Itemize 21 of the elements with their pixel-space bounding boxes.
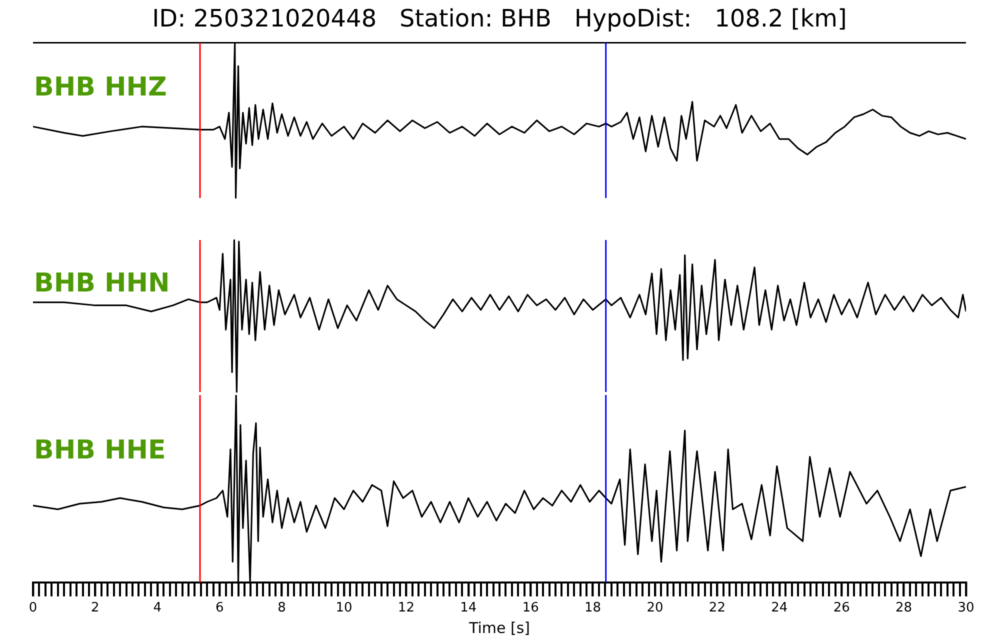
chart-title: ID: 250321020448 Station: BHB HypoDist: 108.2 [km]	[152, 4, 847, 33]
x-tick-label: 20	[646, 600, 664, 616]
x-axis-title: Time [s]	[468, 618, 530, 637]
x-tick-label: 16	[522, 600, 539, 616]
x-tick-label: 0	[28, 600, 38, 616]
series-label: BHB HHE	[34, 436, 166, 466]
x-tick-label: 30	[958, 600, 974, 616]
series-label: BHB HHN	[34, 268, 170, 299]
x-tick-label: 8	[278, 600, 286, 616]
x-tick-label: 28	[896, 600, 912, 616]
x-tick-label: 6	[215, 600, 224, 616]
series-label: BHB HHZ	[34, 72, 167, 103]
x-tick-label: 22	[708, 600, 726, 616]
x-tick-label: 12	[398, 600, 414, 616]
x-tick-label: 24	[771, 600, 788, 616]
x-tick-label: 10	[336, 600, 352, 616]
x-tick-label: 14	[460, 600, 477, 616]
x-tick-label: 26	[833, 600, 850, 616]
x-tick-label: 18	[584, 600, 602, 616]
x-tick-label: 2	[91, 600, 100, 616]
x-tick-label: 4	[153, 600, 162, 616]
